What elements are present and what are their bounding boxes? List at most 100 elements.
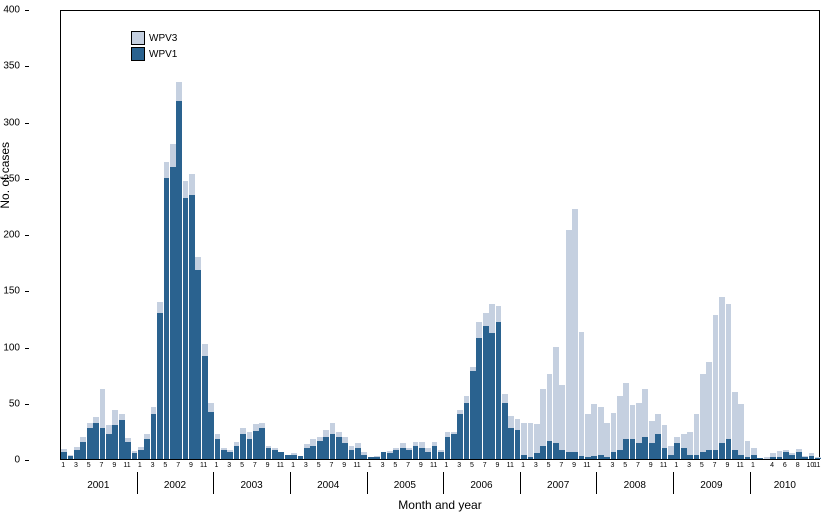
- bar-wpv1: [100, 428, 106, 460]
- bar-group: [425, 448, 431, 459]
- bar-wpv3: [253, 424, 259, 431]
- bar-group: [151, 407, 157, 459]
- bar-group: [336, 432, 342, 459]
- bar-wpv1: [572, 452, 578, 459]
- bar-wpv3: [183, 181, 189, 198]
- bar-wpv3: [534, 424, 540, 453]
- bar-group: [687, 432, 693, 459]
- x-month-label: 9: [112, 462, 116, 469]
- bar-group: [247, 432, 253, 459]
- bar-wpv3: [630, 405, 636, 439]
- bar-wpv1: [553, 443, 559, 459]
- bar-wpv3: [566, 230, 572, 453]
- year-divider: [673, 472, 674, 494]
- bar-wpv1: [559, 450, 565, 459]
- bar-wpv3: [451, 432, 457, 434]
- bar-group: [655, 414, 661, 459]
- bar-wpv1: [585, 457, 591, 459]
- bar-wpv3: [202, 344, 208, 355]
- bar-group: [623, 383, 629, 460]
- bar-wpv3: [438, 450, 444, 452]
- bar-wpv3: [489, 304, 495, 333]
- bar-wpv1: [323, 437, 329, 460]
- bar-wpv3: [291, 453, 297, 454]
- bar-wpv3: [457, 410, 463, 415]
- bar-group: [681, 434, 687, 459]
- bar-wpv3: [809, 453, 815, 455]
- bar-wpv1: [521, 455, 527, 460]
- bar-group: [285, 455, 291, 460]
- x-month-label: 11: [737, 462, 744, 469]
- bar-wpv3: [547, 374, 553, 442]
- year-divider: [520, 472, 521, 494]
- bar-wpv1: [253, 431, 259, 459]
- bar-wpv3: [247, 432, 253, 439]
- bar-wpv1: [93, 423, 99, 459]
- bar-wpv1: [157, 313, 163, 459]
- bar-wpv1: [438, 452, 444, 459]
- x-month-label: 9: [572, 462, 576, 469]
- x-axis: Month and year 1357911200113579112002135…: [60, 460, 820, 510]
- x-month-label: 7: [253, 462, 257, 469]
- bar-wpv3: [259, 423, 265, 428]
- bar-wpv3: [413, 442, 419, 445]
- x-month-label: 8: [796, 462, 800, 469]
- bar-wpv3: [227, 450, 233, 452]
- bar-group: [649, 421, 655, 459]
- x-month-label: 5: [470, 462, 474, 469]
- bar-wpv3: [355, 443, 361, 448]
- bar-wpv1: [106, 434, 112, 459]
- bar-wpv3: [751, 448, 757, 455]
- x-month-label: 3: [457, 462, 461, 469]
- bar-group: [176, 82, 182, 459]
- year-divider: [290, 472, 291, 494]
- bar-wpv3: [317, 437, 323, 442]
- bar-wpv1: [783, 452, 789, 459]
- x-month-label: 3: [227, 462, 231, 469]
- x-month-label: 7: [329, 462, 333, 469]
- bar-wpv3: [726, 304, 732, 439]
- bar-wpv1: [227, 452, 233, 459]
- bar-group: [240, 428, 246, 460]
- bar-wpv1: [202, 356, 208, 460]
- bar-wpv1: [751, 455, 757, 460]
- bar-wpv1: [304, 448, 310, 459]
- bar-group: [234, 442, 240, 459]
- bar-wpv3: [604, 423, 610, 457]
- bar-wpv1: [802, 457, 808, 459]
- x-month-label: 11: [200, 462, 207, 469]
- x-month-label: 7: [100, 462, 104, 469]
- bar-group: [572, 209, 578, 459]
- bar-wpv3: [745, 441, 751, 457]
- bar-wpv3: [234, 442, 240, 445]
- bar-group: [598, 407, 604, 459]
- bar-wpv1: [138, 450, 144, 459]
- bar-group: [278, 452, 284, 459]
- bar-group: [74, 447, 80, 459]
- year-divider: [137, 472, 138, 494]
- bar-wpv1: [374, 457, 380, 459]
- bar-wpv1: [87, 428, 93, 460]
- x-month-label: 3: [381, 462, 385, 469]
- bar-wpv1: [815, 458, 821, 459]
- bar-wpv1: [540, 446, 546, 460]
- bar-group: [93, 417, 99, 459]
- bar-wpv1: [674, 443, 680, 459]
- bar-group: [636, 403, 642, 459]
- bar-wpv1: [80, 442, 86, 459]
- bar-wpv1: [515, 430, 521, 459]
- bar-wpv3: [719, 297, 725, 443]
- x-month-label: 5: [163, 462, 167, 469]
- x-month-label: 1: [61, 462, 65, 469]
- bar-wpv1: [502, 403, 508, 459]
- bar-group: [164, 162, 170, 459]
- bar-group: [694, 414, 700, 459]
- bar-wpv3: [681, 434, 687, 448]
- bar-wpv1: [662, 448, 668, 459]
- bar-group: [119, 414, 125, 459]
- bar-group: [170, 144, 176, 459]
- bar-wpv3: [138, 447, 144, 450]
- bar-group: [361, 452, 367, 459]
- bar-group: [227, 450, 233, 459]
- bar-wpv3: [432, 442, 438, 445]
